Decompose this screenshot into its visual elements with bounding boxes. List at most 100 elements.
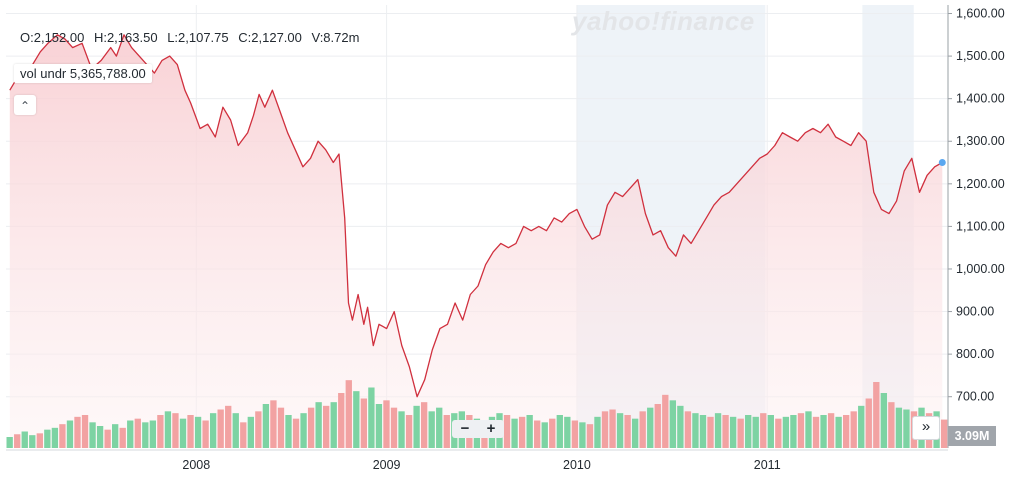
volume-bar xyxy=(790,415,797,448)
volume-bar xyxy=(767,415,774,448)
volume-bar xyxy=(323,405,330,448)
x-tick-label: 2008 xyxy=(182,458,210,472)
volume-bar xyxy=(654,404,661,448)
volume-bar xyxy=(390,407,398,448)
volume-bar xyxy=(232,413,239,448)
volume-bar xyxy=(639,411,646,448)
low-value: L:2,107.75 xyxy=(167,30,229,45)
volume-bar xyxy=(285,415,292,448)
volume-bar xyxy=(66,420,74,448)
volume-indicator[interactable]: vol undr 5,365,788.00 xyxy=(14,64,152,83)
volume-bar xyxy=(6,437,13,448)
volume-bar xyxy=(14,434,21,448)
volume-bar xyxy=(722,415,729,448)
volume-bar xyxy=(44,429,51,448)
volume-bar xyxy=(624,415,631,448)
volume-bar xyxy=(873,382,880,448)
volume-bar xyxy=(820,415,827,448)
fast-forward-button[interactable]: » xyxy=(912,416,940,440)
volume-bar xyxy=(601,411,609,448)
volume-bar xyxy=(255,411,262,448)
zoom-controls: − + xyxy=(452,420,504,438)
volume-bar xyxy=(737,418,744,448)
volume-bar xyxy=(209,413,217,448)
x-tick-label: 2009 xyxy=(373,458,401,472)
zoom-out-button[interactable]: − xyxy=(460,420,470,437)
y-tick-label: 1,200.00 xyxy=(956,177,1005,191)
volume-bar xyxy=(850,411,857,448)
current-volume-tag: 3.09M xyxy=(948,426,996,446)
volume-bar xyxy=(187,415,194,448)
y-tick-label: 700.00 xyxy=(956,390,994,404)
volume-bar xyxy=(616,413,624,448)
volume-bar xyxy=(405,415,413,448)
volume-bar xyxy=(338,393,345,448)
volume-bar xyxy=(745,415,752,448)
volume-bar xyxy=(880,393,888,448)
volume-bar xyxy=(940,419,948,448)
volume-bar xyxy=(307,407,315,448)
volume-bar xyxy=(631,418,639,448)
volume-bar xyxy=(74,416,81,448)
volume-bar xyxy=(842,415,850,448)
volume-bar xyxy=(586,424,594,448)
volume-bar xyxy=(707,416,714,448)
volume-bar xyxy=(579,422,586,448)
volume-bar xyxy=(202,420,209,448)
open-value: O:2,152.00 xyxy=(20,30,85,45)
y-tick-label: 900.00 xyxy=(956,305,994,319)
volume-bar xyxy=(805,411,812,448)
fast-forward-icon: » xyxy=(921,418,931,435)
y-tick-label: 1,500.00 xyxy=(956,49,1005,63)
volume-bar xyxy=(247,416,254,448)
y-tick-label: 1,600.00 xyxy=(956,7,1005,21)
volume-bar xyxy=(827,413,835,448)
volume-bar xyxy=(594,416,601,448)
volume-bar xyxy=(172,413,179,448)
volume-bar xyxy=(277,407,285,448)
volume-bar xyxy=(104,429,111,448)
price-line xyxy=(9,34,943,398)
volume-bar xyxy=(315,402,322,448)
volume-bar xyxy=(360,398,368,448)
ohlc-readout: O:2,152.00 H:2,163.50 L:2,107.75 C:2,127… xyxy=(20,30,365,45)
x-tick-label: 2010 xyxy=(563,458,591,472)
volume-bar xyxy=(240,422,247,448)
volume-bar xyxy=(549,418,556,448)
volume-bar xyxy=(692,413,699,448)
volume-bar xyxy=(541,422,548,448)
volume-bar xyxy=(699,415,707,448)
volume-bar xyxy=(797,413,805,448)
volume-bar xyxy=(179,418,187,448)
price-area xyxy=(9,34,943,449)
x-tick-label: 2011 xyxy=(754,458,781,472)
volume-bar xyxy=(96,426,104,448)
volume-bar xyxy=(782,416,790,448)
volume-bar xyxy=(684,411,692,448)
volume-bar xyxy=(270,400,277,448)
volume-bar xyxy=(142,422,149,448)
yahoo-finance-watermark: yahoo!finance xyxy=(572,6,755,36)
volume-bar xyxy=(157,415,164,448)
volume-bar xyxy=(503,415,511,448)
volume-value: V:8.72m xyxy=(311,30,360,45)
volume-bar xyxy=(81,415,89,448)
volume-bar xyxy=(835,416,842,448)
volume-bar xyxy=(398,411,405,448)
high-value: H:2,163.50 xyxy=(93,30,158,45)
volume-bar xyxy=(112,424,119,448)
zoom-in-button[interactable]: + xyxy=(486,420,496,437)
y-tick-label: 800.00 xyxy=(956,347,994,361)
y-tick-label: 1,000.00 xyxy=(956,262,1005,276)
volume-bar xyxy=(752,416,759,448)
volume-bar xyxy=(669,400,677,448)
volume-bar xyxy=(729,416,737,448)
volume-bar xyxy=(903,409,910,448)
volume-bar xyxy=(571,420,579,448)
volume-bar xyxy=(368,387,375,448)
volume-bar xyxy=(443,415,450,448)
volume-bar xyxy=(511,418,518,448)
volume-bar xyxy=(775,418,782,448)
collapse-indicator-button[interactable]: ⌃ xyxy=(14,95,36,115)
